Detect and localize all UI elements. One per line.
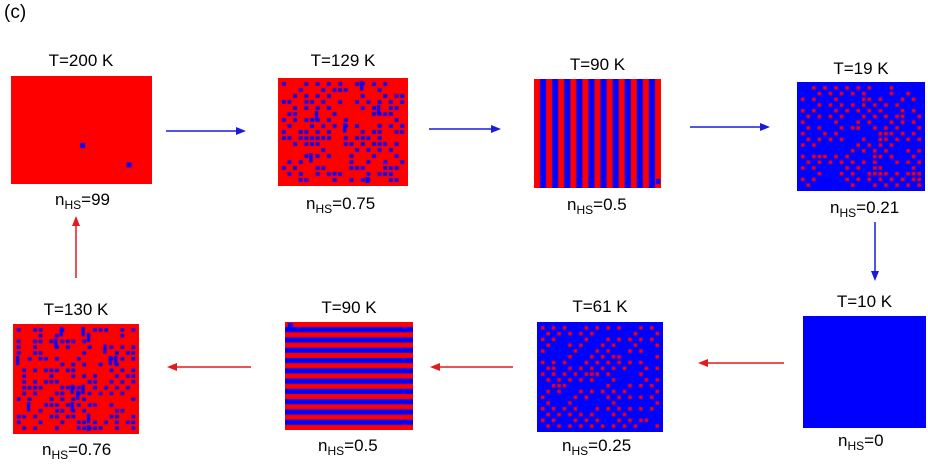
nhs-label-s5: nHS=0 xyxy=(838,431,884,453)
lattice-snapshot-s4 xyxy=(797,82,925,191)
nhs-label-s4: nHS=0.21 xyxy=(830,198,900,220)
lattice-snapshot-s2 xyxy=(278,78,408,186)
nhs-label-s8: nHS=0.76 xyxy=(42,440,112,462)
lattice-snapshot-s3 xyxy=(534,79,661,188)
lattice-snapshot-s6 xyxy=(537,322,663,432)
lattice-snapshot-s7 xyxy=(285,322,413,430)
nhs-label-s6: nHS=0.25 xyxy=(562,436,632,458)
temp-label-s8: T=130 K xyxy=(43,300,109,319)
lattice-snapshot-s5 xyxy=(803,316,926,428)
lattice-snapshot-s8 xyxy=(13,324,139,434)
temp-label-s6: T=61 K xyxy=(572,297,628,316)
temp-label-s5: T=10 K xyxy=(836,292,893,311)
nhs-label-s7: nHS=0.5 xyxy=(318,436,378,458)
nhs-label-s2: nHS=0.75 xyxy=(306,194,376,216)
temp-label-s7: T=90 K xyxy=(321,298,377,317)
lattice-snapshot-s1 xyxy=(11,76,152,184)
temp-label-s3: T=90 K xyxy=(569,55,626,74)
temp-label-s2: T=129 K xyxy=(310,51,376,70)
temp-label-s4: T=19 K xyxy=(833,59,889,78)
nhs-label-s3: nHS=0.5 xyxy=(567,195,627,217)
temp-label-s1: T=200 K xyxy=(48,51,114,70)
panel-label: (c) xyxy=(4,2,27,23)
nhs-label-s1: nHS=99 xyxy=(55,190,110,212)
